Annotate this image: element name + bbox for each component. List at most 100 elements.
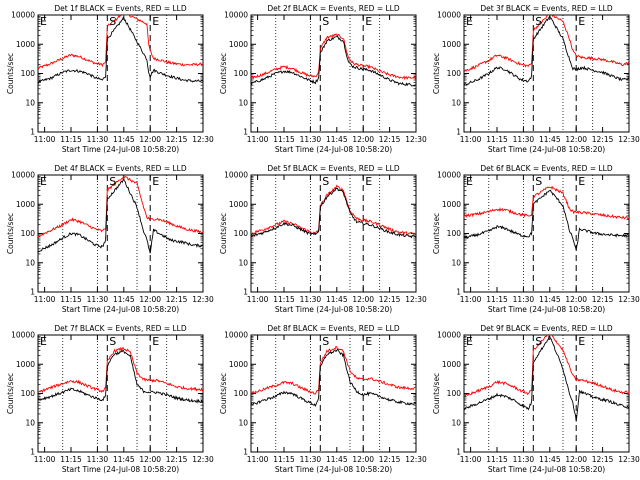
y-tick-label: 10 <box>25 418 35 427</box>
y-axis-label: Counts/sec <box>432 213 441 254</box>
event-marker-label: E <box>152 15 159 28</box>
event-marker-label: S <box>322 15 329 28</box>
y-tick-label: 1 <box>456 448 461 457</box>
y-tick-label: 1 <box>243 448 248 457</box>
y-tick-label: 1 <box>30 448 35 457</box>
y-tick-label: 1 <box>456 288 461 297</box>
x-tick-label: 11:30 <box>300 135 322 144</box>
y-tick-label: 100 <box>21 389 36 398</box>
series-line <box>251 33 416 81</box>
y-tick-label: 10000 <box>437 11 461 20</box>
x-axis-label: Start Time (24-Jul-08 10:58:20) <box>488 145 605 154</box>
x-axis-label: Start Time (24-Jul-08 10:58:20) <box>62 465 179 474</box>
y-tick-label: 10000 <box>11 11 35 20</box>
series-line <box>251 184 416 236</box>
chart-title: Det 2f BLACK = Events, RED = LLD <box>267 4 400 13</box>
x-axis-label: Start Time (24-Jul-08 10:58:20) <box>62 305 179 314</box>
x-tick-label: 11:00 <box>460 135 482 144</box>
series-line <box>464 15 629 72</box>
x-tick-label: 12:15 <box>592 455 614 464</box>
x-tick-label: 11:00 <box>460 295 482 304</box>
x-tick-label: 11:30 <box>300 295 322 304</box>
y-axis-label: Counts/sec <box>219 53 228 94</box>
y-tick-label: 10000 <box>437 171 461 180</box>
y-tick-label: 10 <box>238 418 248 427</box>
series-line <box>38 349 203 404</box>
chart-title: Det 1f BLACK = Events, RED = LLD <box>54 4 187 13</box>
x-tick-label: 11:15 <box>486 455 508 464</box>
x-tick-label: 11:30 <box>87 135 109 144</box>
x-tick-label: 12:00 <box>565 135 587 144</box>
series-line <box>464 335 629 422</box>
event-marker-label: S <box>535 335 542 348</box>
event-marker-label: E <box>40 175 47 188</box>
event-marker-label: E <box>365 175 372 188</box>
series-line <box>38 346 203 394</box>
y-tick-label: 1000 <box>16 200 35 209</box>
y-tick-label: 10 <box>451 258 461 267</box>
x-tick-label: 11:30 <box>513 135 535 144</box>
series-line <box>251 349 416 408</box>
x-tick-label: 12:00 <box>139 455 161 464</box>
x-tick-label: 11:15 <box>273 455 295 464</box>
y-tick-label: 100 <box>21 229 36 238</box>
x-tick-label: 12:00 <box>139 295 161 304</box>
event-marker-label: E <box>40 15 47 28</box>
event-marker-label: E <box>365 335 372 348</box>
y-tick-label: 10 <box>451 98 461 107</box>
event-marker-label: S <box>322 335 329 348</box>
y-tick-label: 1 <box>243 288 248 297</box>
x-tick-label: 12:15 <box>592 295 614 304</box>
x-tick-label: 11:15 <box>486 295 508 304</box>
series-line <box>38 15 203 70</box>
chart-panel: Det 9f BLACK = Events, RED = LLD 1 10 100 10… <box>432 324 640 474</box>
x-tick-label: 11:45 <box>113 295 135 304</box>
x-tick-label: 11:15 <box>60 455 82 464</box>
y-axis-label: Counts/sec <box>6 53 15 94</box>
x-axis-label: Start Time (24-Jul-08 10:58:20) <box>275 305 392 314</box>
x-tick-label: 11:45 <box>539 295 561 304</box>
x-tick-label: 11:15 <box>60 295 82 304</box>
y-tick-label: 10 <box>25 98 35 107</box>
x-tick-label: 11:00 <box>247 295 269 304</box>
x-tick-label: 12:30 <box>405 135 427 144</box>
y-tick-label: 100 <box>447 229 462 238</box>
event-marker-label: E <box>466 175 473 188</box>
event-marker-label: S <box>109 175 116 188</box>
x-tick-label: 12:15 <box>592 135 614 144</box>
y-tick-label: 1000 <box>229 200 248 209</box>
y-axis-label: Counts/sec <box>6 213 15 254</box>
chart-title: Det 5f BLACK = Events, RED = LLD <box>267 164 400 173</box>
chart-title: Det 9f BLACK = Events, RED = LLD <box>480 324 613 333</box>
y-tick-label: 1000 <box>16 360 35 369</box>
event-marker-label: E <box>40 335 47 348</box>
x-tick-label: 11:45 <box>326 455 348 464</box>
x-tick-label: 12:15 <box>166 295 188 304</box>
y-axis-label: Counts/sec <box>219 213 228 254</box>
y-tick-label: 1 <box>30 288 35 297</box>
x-tick-label: 11:45 <box>326 135 348 144</box>
x-tick-label: 12:00 <box>352 455 374 464</box>
y-tick-label: 1 <box>456 128 461 137</box>
y-tick-label: 100 <box>447 389 462 398</box>
event-marker-label: E <box>578 15 585 28</box>
y-tick-label: 1 <box>243 128 248 137</box>
x-axis-label: Start Time (24-Jul-08 10:58:20) <box>275 145 392 154</box>
chart-panel: Det 3f BLACK = Events, RED = LLD 1 10 100 10… <box>432 4 640 154</box>
y-tick-label: 10 <box>451 418 461 427</box>
x-tick-label: 12:15 <box>379 455 401 464</box>
x-tick-label: 11:45 <box>113 455 135 464</box>
chart-panel: Det 6f BLACK = Events, RED = LLD 1 10 100 10… <box>432 164 640 314</box>
chart-panel: Det 5f BLACK = Events, RED = LLD 1 10 100 10… <box>219 164 427 314</box>
series-line <box>38 176 203 238</box>
y-axis-label: Counts/sec <box>432 53 441 94</box>
x-tick-label: 12:30 <box>405 295 427 304</box>
x-tick-label: 12:30 <box>618 135 640 144</box>
series-line <box>251 35 416 87</box>
x-axis-label: Start Time (24-Jul-08 10:58:20) <box>62 145 179 154</box>
chart-title: Det 8f BLACK = Events, RED = LLD <box>267 324 400 333</box>
series-line <box>464 335 629 397</box>
event-marker-label: E <box>466 15 473 28</box>
y-tick-label: 1000 <box>229 360 248 369</box>
event-marker-label: E <box>152 175 159 188</box>
